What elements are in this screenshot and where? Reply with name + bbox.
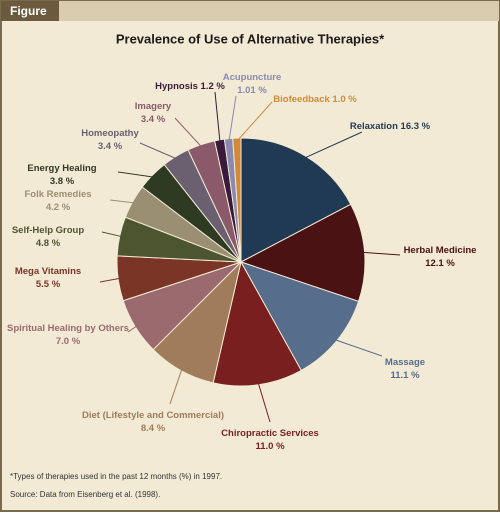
leader-line bbox=[99, 277, 122, 283]
slice-label: Self-Help Group 4.8 % bbox=[12, 225, 85, 249]
leader-line bbox=[303, 131, 363, 159]
label-name: Relaxation bbox=[350, 121, 398, 132]
leader-line bbox=[139, 142, 178, 160]
slice-label: Acupuncture 1.01 % bbox=[223, 72, 282, 96]
leader-line bbox=[101, 231, 123, 238]
leader-line bbox=[109, 199, 136, 204]
label-name: Folk Remedies bbox=[24, 189, 91, 200]
label-value: 5.5 % bbox=[36, 279, 61, 290]
slice-label: Energy Healing 3.8 % bbox=[27, 163, 96, 187]
label-name: Mega Vitamins bbox=[15, 266, 81, 277]
label-name: Energy Healing bbox=[27, 163, 96, 174]
leader-line bbox=[333, 338, 383, 357]
slice-label: Herbal Medicine 12.1 % bbox=[404, 245, 477, 269]
pie-slice bbox=[232, 137, 242, 263]
label-value: 11.1 % bbox=[390, 370, 420, 381]
slice-label: Hypnosis 1.2 % bbox=[155, 81, 225, 92]
slice-label: Mega Vitamins 5.5 % bbox=[15, 266, 81, 290]
leader-line bbox=[361, 251, 401, 256]
leader-line bbox=[174, 117, 203, 148]
pie-slice bbox=[240, 137, 352, 263]
leader-line bbox=[169, 367, 183, 405]
label-value: 11.0 % bbox=[255, 441, 285, 452]
slice-label: Relaxation 16.3 % bbox=[350, 121, 431, 132]
label-value: 1.0 % bbox=[332, 94, 357, 105]
label-value: 8.4 % bbox=[141, 423, 166, 434]
leader-line bbox=[117, 171, 155, 178]
label-name: Diet (Lifestyle and Commercial) bbox=[82, 410, 224, 421]
label-value: 4.2 % bbox=[46, 202, 71, 213]
figure-tab bbox=[1, 1, 59, 21]
label-value: 4.8 % bbox=[36, 238, 61, 249]
leader-line bbox=[228, 95, 237, 142]
label-value: 3.4 % bbox=[141, 114, 166, 125]
label-name: Chiropractic Services bbox=[221, 428, 319, 439]
label-name: Homeopathy bbox=[81, 128, 139, 139]
label-value: 12.1 % bbox=[425, 258, 455, 269]
label-value: 3.8 % bbox=[50, 176, 75, 187]
header-band bbox=[1, 1, 499, 21]
slice-label: Biofeedback 1.0 % bbox=[273, 94, 357, 105]
footnote: *Types of therapies used in the past 12 … bbox=[10, 472, 222, 481]
label-name: Imagery bbox=[135, 101, 172, 112]
slice-label: Spiritual Healing by Others 7.0 % bbox=[7, 323, 129, 347]
slice-label: Massage 11.1 % bbox=[385, 357, 425, 381]
label-name: Biofeedback bbox=[273, 94, 330, 105]
label-value: 1.01 % bbox=[237, 85, 267, 96]
figure-label: Figure bbox=[10, 4, 47, 18]
label-name: Spiritual Healing by Others bbox=[7, 323, 129, 334]
leader-line bbox=[214, 91, 221, 143]
label-value: 7.0 % bbox=[56, 336, 81, 347]
pie-slice bbox=[239, 261, 360, 372]
slice-label: Folk Remedies 4.2 % bbox=[24, 189, 91, 213]
label-value: 1.2 % bbox=[201, 81, 226, 92]
label-name: Massage bbox=[385, 357, 425, 368]
slice-label: Imagery 3.4 % bbox=[135, 101, 172, 125]
label-name: Acupuncture bbox=[223, 72, 282, 83]
slice-label: Chiropractic Services 11.0 % bbox=[221, 428, 319, 452]
label-value: 3.4 % bbox=[98, 141, 123, 152]
leader-line bbox=[236, 101, 273, 142]
chart-title: Prevalence of Use of Alternative Therapi… bbox=[116, 31, 385, 46]
slice-label: Homeopathy 3.4 % bbox=[81, 128, 139, 152]
label-name: Hypnosis bbox=[155, 81, 198, 92]
leader-line bbox=[127, 324, 139, 333]
label-name: Self-Help Group bbox=[12, 225, 85, 236]
slice-label: Diet (Lifestyle and Commercial) 8.4 % bbox=[82, 410, 224, 434]
source: Source: Data from Eisenberg et al. (1998… bbox=[10, 490, 160, 499]
label-name: Herbal Medicine bbox=[404, 245, 477, 256]
leader-line bbox=[257, 381, 271, 423]
label-value: 16.3 % bbox=[401, 121, 431, 132]
